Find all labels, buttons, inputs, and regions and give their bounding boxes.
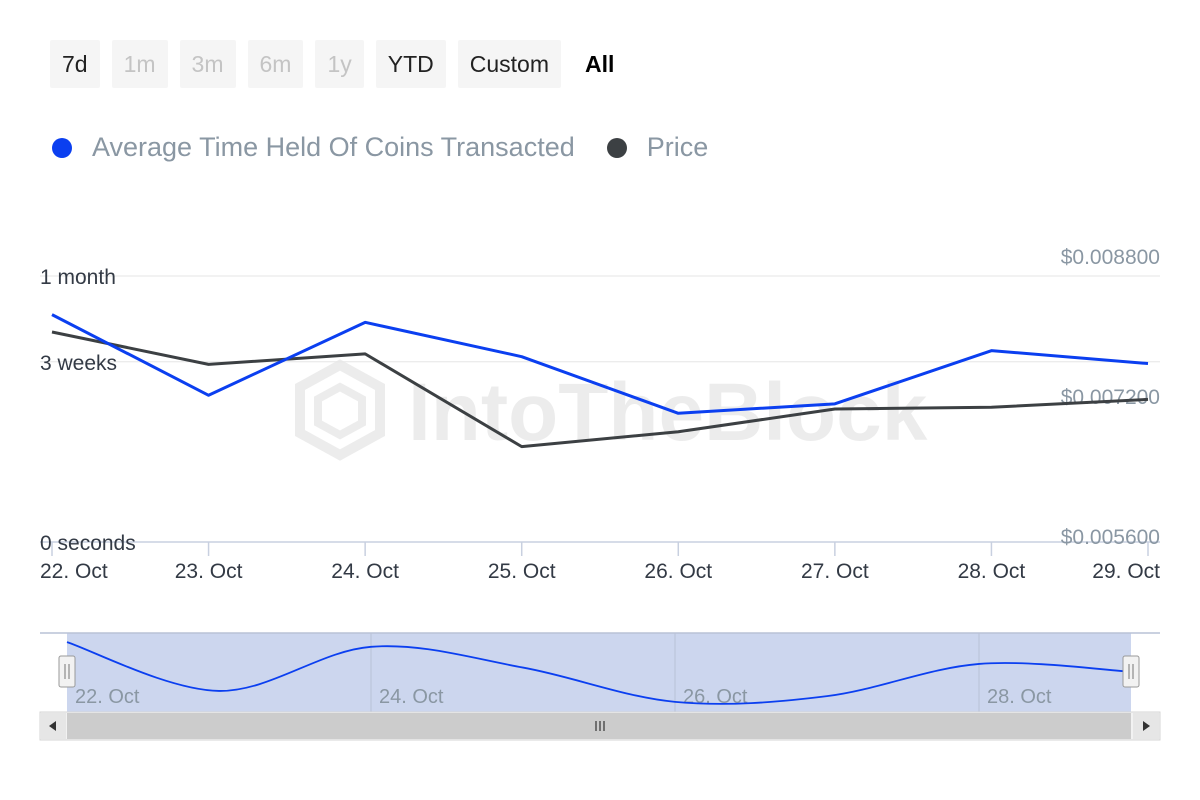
y-right-tick-label: $0.005600: [1061, 526, 1160, 549]
axes: 0 seconds 3 weeks 1 month $0.005600 $0.00720…: [40, 246, 1160, 583]
y-right-tick-label: $0.007200: [1061, 386, 1160, 409]
x-tick-label: 23. Oct: [175, 560, 243, 583]
watermark: IntoTheBlock: [295, 359, 928, 461]
range-button-1m[interactable]: 1m: [111, 40, 168, 88]
range-button-7d[interactable]: 7d: [50, 40, 100, 88]
x-tick-label: 22. Oct: [40, 560, 108, 583]
legend-label: Price: [646, 132, 709, 162]
series-line-price[interactable]: [51, 330, 1149, 449]
y-left-tick-label: 0 seconds: [40, 532, 136, 555]
series-lines: [51, 313, 1149, 449]
x-tick-label: 27. Oct: [801, 560, 869, 583]
navigator-scrollbar[interactable]: [39, 711, 1161, 741]
navigator-selection[interactable]: [67, 633, 1131, 712]
navigator-label: 24. Oct: [379, 686, 444, 708]
navigator-right-handle[interactable]: [1122, 655, 1140, 688]
watermark-text: IntoTheBlock: [408, 367, 928, 458]
range-button-3m[interactable]: 3m: [179, 40, 236, 88]
range-button-6m[interactable]: 6m: [247, 40, 304, 88]
range-selector: 7d 1m 3m 6m 1y YTD Custom All: [50, 40, 626, 88]
legend-item-price[interactable]: Price: [606, 132, 709, 163]
x-tick-label: 24. Oct: [331, 560, 399, 583]
range-button-1y[interactable]: 1y: [315, 40, 364, 88]
x-tick-label: 28. Oct: [958, 560, 1026, 583]
range-button-all[interactable]: All: [585, 50, 615, 77]
navigator-series-line: [66, 641, 1132, 705]
legend-dot-blue: [52, 137, 72, 158]
y-right-tick-label: $0.008800: [1061, 246, 1160, 269]
navigator[interactable]: 22. Oct 24. Oct 26. Oct 28. Oct: [39, 632, 1161, 741]
navigator-label: 26. Oct: [683, 686, 748, 708]
arrow-left-icon: [49, 721, 56, 731]
range-button-ytd[interactable]: YTD: [375, 40, 446, 88]
legend-label: Average Time Held Of Coins Transacted: [92, 132, 575, 162]
navigator-label: 28. Oct: [987, 686, 1052, 708]
scrollbar-thumb[interactable]: [67, 713, 1131, 739]
x-tick-label: 26. Oct: [644, 560, 712, 583]
x-tick-label: 29. Oct: [1092, 560, 1160, 583]
y-left-tick-label: 1 month: [40, 266, 116, 289]
x-tick-label: 25. Oct: [488, 560, 556, 583]
navigator-label: 22. Oct: [75, 686, 140, 708]
navigator-left-handle[interactable]: [58, 655, 76, 688]
y-left-tick-label: 3 weeks: [40, 352, 117, 375]
series-line-avg-time-held[interactable]: [51, 313, 1149, 415]
legend: Average Time Held Of Coins Transacted Pr…: [52, 132, 740, 163]
range-button-custom[interactable]: Custom: [457, 40, 561, 88]
arrow-right-icon: [1143, 721, 1150, 731]
legend-item-avg-time-held[interactable]: Average Time Held Of Coins Transacted: [52, 132, 575, 163]
legend-dot-dark: [606, 137, 627, 158]
